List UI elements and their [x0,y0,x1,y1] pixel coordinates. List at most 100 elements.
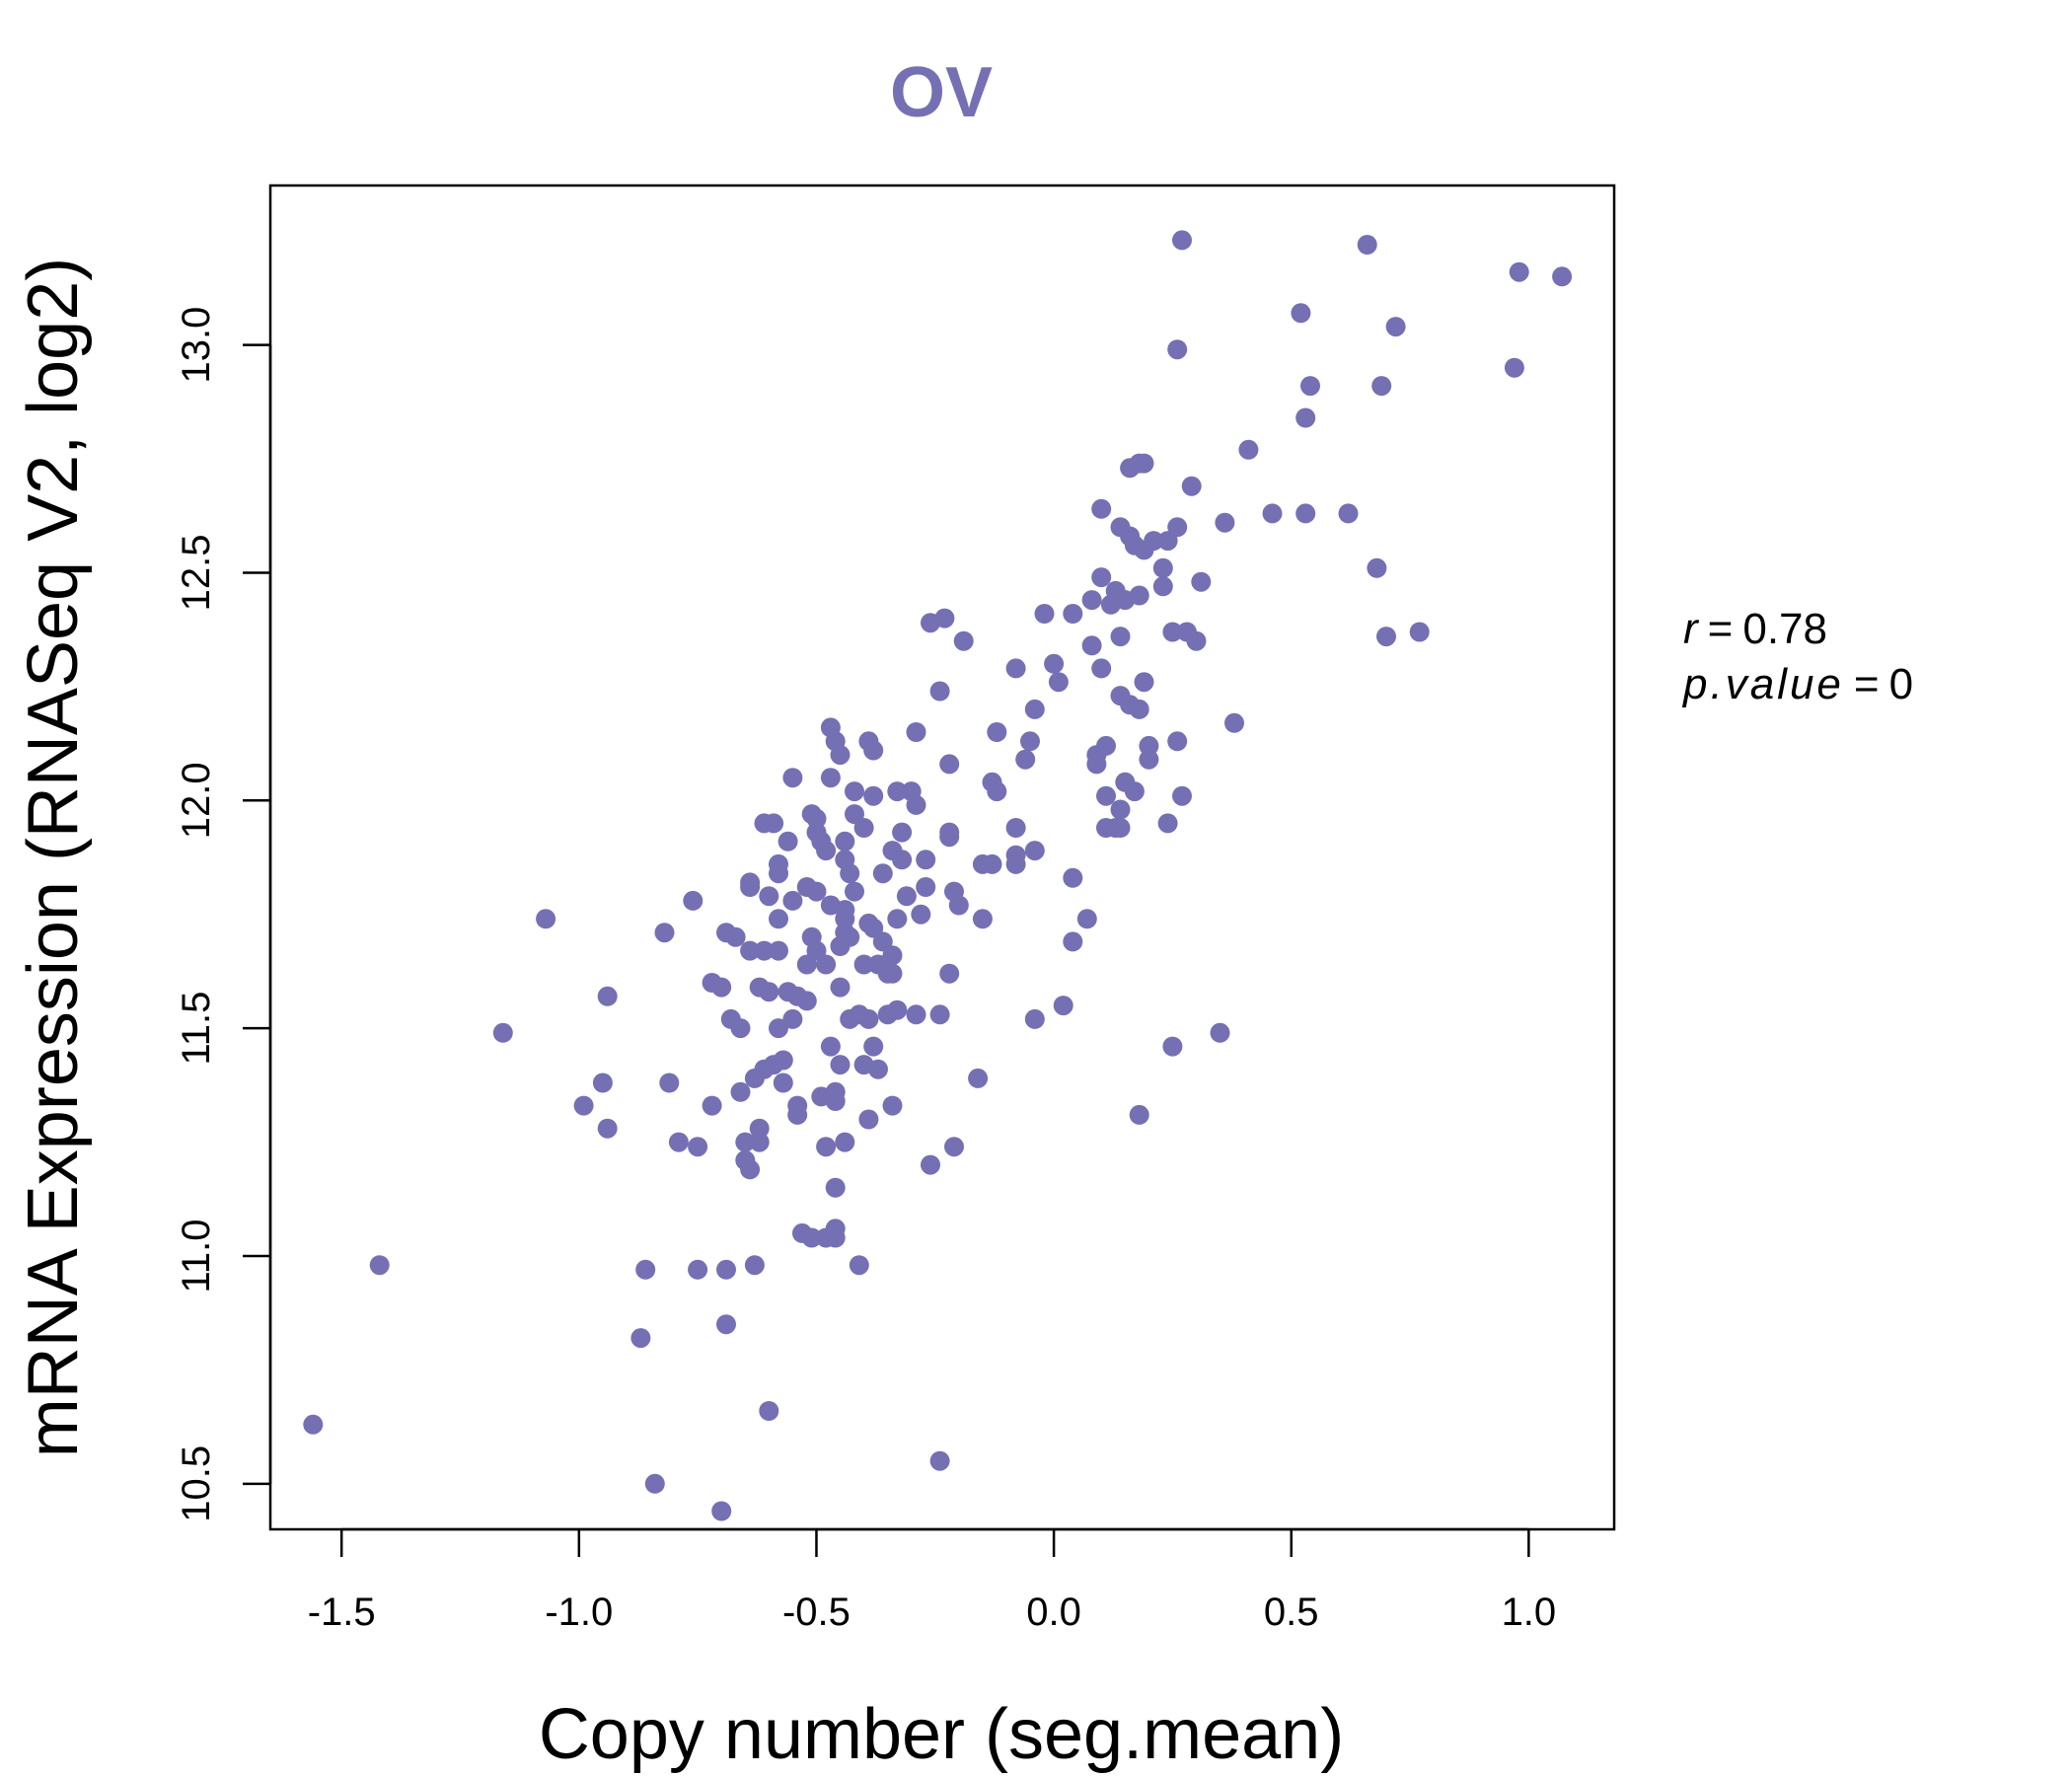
chart-title: OV [890,53,993,132]
data-point [972,909,993,929]
data-point [801,1227,822,1248]
data-point [987,781,1007,802]
data-point [906,794,926,815]
data-point [702,1095,722,1116]
data-point [1005,818,1026,838]
data-point [1134,672,1154,693]
data-point [830,1055,851,1075]
data-point [749,1132,770,1152]
x-tick-label: -1.5 [308,1591,376,1634]
data-point [711,977,732,998]
data-point [1262,503,1283,524]
data-point [929,1450,950,1471]
data-point [759,886,779,907]
data-point [573,1095,594,1116]
data-point [1076,909,1097,929]
data-point [1504,357,1524,378]
data-point [1152,557,1173,578]
data-point [863,785,884,806]
data-point [764,813,784,834]
x-tick-label: 1.0 [1502,1591,1557,1634]
data-point [948,895,969,916]
data-point [825,1091,846,1111]
x-axis-title: Copy number (seg.mean) [539,1695,1344,1774]
data-point [1162,1036,1183,1057]
data-point [892,850,913,870]
data-point [1552,266,1573,287]
data-point [872,863,893,884]
data-point [1020,731,1040,752]
data-point [939,754,960,775]
data-point [630,1328,651,1349]
data-point [1139,749,1159,770]
data-point [1172,230,1192,251]
data-point [929,1004,950,1025]
p-statistic: p.value = 0 [1681,660,1913,708]
data-point [597,986,618,1006]
data-point [1091,658,1112,679]
data-point [754,940,775,961]
data-point [858,1109,879,1130]
data-point [369,1255,390,1276]
data-point [635,1259,656,1280]
data-point [882,1095,903,1116]
data-point [987,722,1007,742]
data-point [1110,627,1131,647]
y-tick-label: 12.0 [175,762,218,839]
data-point [1409,622,1430,642]
points-layer [303,230,1573,1521]
data-point [906,722,926,742]
data-point [835,909,855,929]
data-point [882,945,903,966]
data-point [1063,931,1083,952]
data-point [1162,622,1183,642]
y-tick-label: 11.0 [175,1220,218,1294]
data-point [1129,699,1149,719]
y-tick-label: 11.5 [175,992,218,1066]
data-point [939,963,960,984]
data-point [1357,235,1377,255]
data-point [1024,1008,1045,1029]
data-point [1152,576,1173,597]
data-point [1186,630,1207,651]
data-point [1005,853,1026,874]
data-point [759,982,779,1002]
data-point [1191,571,1212,592]
data-point [1044,653,1065,674]
data-point [716,1259,736,1280]
x-tick-label: 0.0 [1026,1591,1081,1634]
data-point [825,1177,846,1198]
data-point [1053,996,1073,1016]
data-point [735,1132,756,1152]
data-point [1129,585,1149,606]
data-point [1015,749,1036,770]
data-point [782,890,803,911]
data-point [668,1132,689,1152]
r-label: r [1683,605,1700,653]
data-point [1091,498,1112,519]
p-label: p.value [1681,660,1844,708]
data-point [536,909,556,929]
y-tick-label: 10.5 [175,1445,218,1522]
data-point [796,954,817,975]
data-point [1091,567,1112,588]
data-point [887,999,908,1020]
data-point [944,1137,964,1157]
data-point [868,1059,888,1079]
data-point [1167,339,1188,360]
data-point [1005,658,1026,679]
data-point [1063,867,1083,888]
data-point [929,681,950,702]
data-point [845,781,864,802]
data-point [968,1068,989,1088]
data-point [1129,1104,1149,1125]
data-point [1110,818,1131,838]
data-point [1167,731,1188,752]
y-tick-label: 12.5 [175,534,218,611]
p-value: 0 [1889,660,1913,708]
data-point [816,954,837,975]
x-axis: -1.5 -1.0 -0.5 0.0 0.5 1.0 [308,1527,1557,1634]
data-point [830,977,851,998]
data-point [916,850,936,870]
